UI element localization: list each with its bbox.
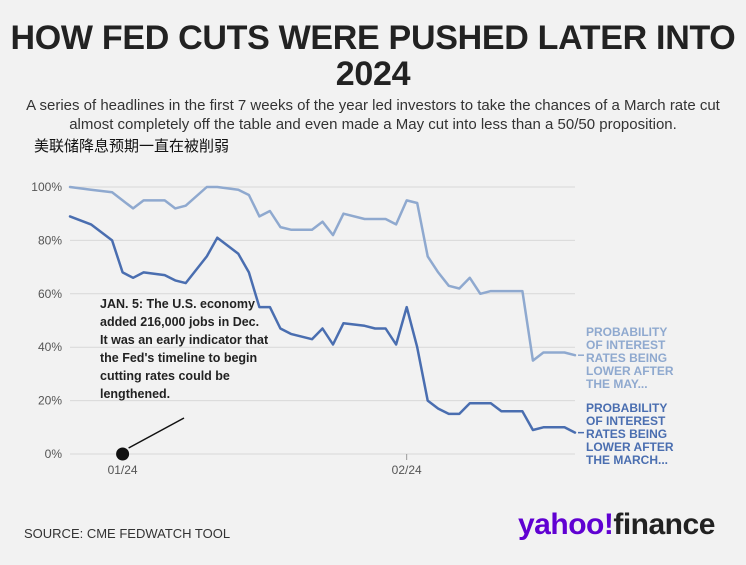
x-tick-labels: 01/24 02/24 <box>108 454 422 477</box>
annotation: JAN. 5: The U.S. economy added 216,000 jo… <box>100 297 269 461</box>
y-tick-label: 60% <box>38 287 62 301</box>
x-tick-label: 01/24 <box>108 463 138 477</box>
y-tick-label: 20% <box>38 394 62 408</box>
series-label-line: LOWER AFTER <box>586 440 674 454</box>
series-label-line: OF INTEREST <box>586 414 666 428</box>
series-line-march <box>68 215 577 434</box>
series-label-line: RATES BEING <box>586 351 667 365</box>
annotation-text-line: the Fed's timeline to begin <box>100 351 257 365</box>
series-label-line: RATES BEING <box>586 427 667 441</box>
y-tick-label: 40% <box>38 340 62 354</box>
page-title: HOW FED CUTS WERE PUSHED LATER INTO 2024 <box>10 19 736 93</box>
series-label-line: THE MARCH... <box>586 453 668 467</box>
y-tick-label: 100% <box>31 180 62 194</box>
series-line-may <box>68 185 577 362</box>
annotation-leader <box>128 417 185 449</box>
logo-finance: finance <box>613 508 715 541</box>
series-lines <box>68 185 584 434</box>
series-label-line: PROBABILITY <box>586 325 667 339</box>
series-label-line: LOWER AFTER <box>586 364 674 378</box>
logo-yahoo: yahoo! <box>518 508 614 541</box>
y-tick-label: 0% <box>45 447 63 461</box>
grid-lines <box>70 186 575 455</box>
annotation-dot <box>116 447 130 461</box>
series-label-line: OF INTEREST <box>586 338 666 352</box>
yahoo-finance-logo: yahoo!finance <box>518 507 715 543</box>
series-label-line: THE MAY... <box>586 377 648 391</box>
y-tick-label: 80% <box>38 233 62 247</box>
chinese-note: 美联储降息预期一直在被削弱 <box>34 137 230 155</box>
source-note: SOURCE: CME FEDWATCH TOOL <box>24 526 231 541</box>
annotation-text-line: cutting rates could be <box>100 369 230 383</box>
annotation-text-line: It was an early indicator that <box>100 333 269 347</box>
annotation-text-line: added 216,000 jobs in Dec. <box>100 315 259 329</box>
x-tick-label: 02/24 <box>392 463 422 477</box>
series-label-line: PROBABILITY <box>586 401 667 415</box>
page-subtitle: A series of headlines in the first 7 wee… <box>26 97 720 133</box>
annotation-text-line: lengthened. <box>100 387 170 401</box>
y-tick-labels: 0% 20% 40% 60% 80% 100% <box>31 180 62 461</box>
annotation-text-line: JAN. 5: The U.S. economy <box>100 297 255 311</box>
